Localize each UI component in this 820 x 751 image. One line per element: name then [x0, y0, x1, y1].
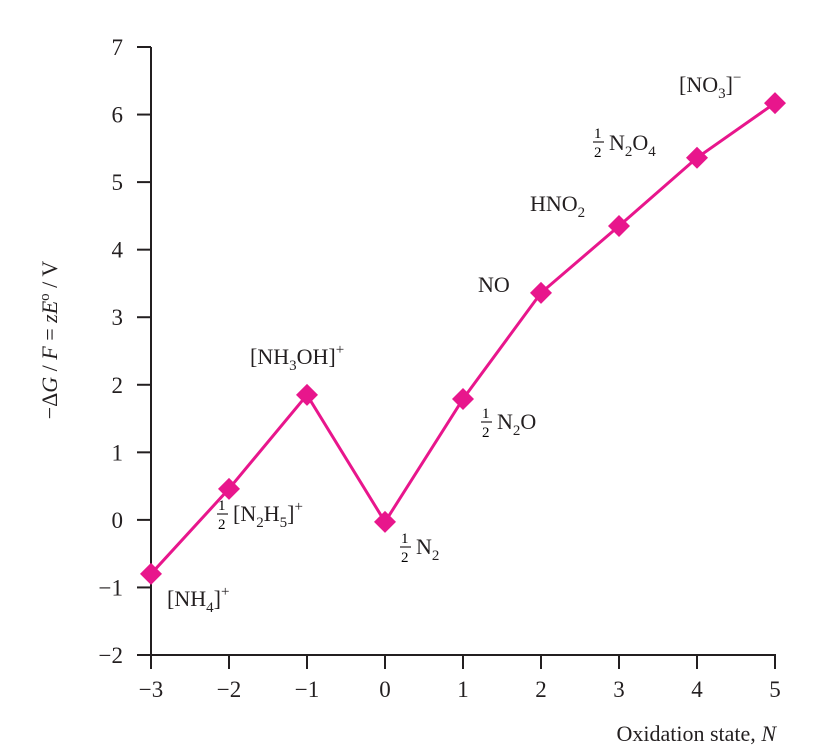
svg-text:1: 1: [594, 126, 602, 142]
x-axis-title: Oxidation state, N: [617, 721, 778, 746]
label-no: NO: [478, 272, 510, 297]
diamond-marker: [218, 477, 240, 500]
x-tick-label: 4: [691, 677, 703, 702]
x-tick-label: 1: [457, 677, 469, 702]
svg-text:1: 1: [482, 406, 490, 422]
svg-text:[N2H5]+: [N2H5]+: [233, 499, 303, 531]
svg-text:2: 2: [594, 145, 602, 161]
series-nitrogen: [140, 92, 786, 585]
label-nh4: [NH4]+: [167, 584, 229, 616]
svg-text:2: 2: [218, 517, 226, 533]
diamond-marker: [296, 383, 318, 406]
x-tick-label: −1: [295, 677, 319, 702]
svg-text:N2O4: N2O4: [609, 130, 656, 160]
x-tick-label: 3: [613, 677, 625, 702]
x-tick-label: −3: [139, 677, 163, 702]
x-tick-label: 5: [769, 677, 781, 702]
svg-text:2: 2: [482, 425, 490, 441]
x-tick-label: 0: [379, 677, 391, 702]
diamond-marker: [530, 281, 552, 304]
svg-text:N2: N2: [416, 534, 439, 564]
label-hno2: HNO2: [530, 191, 585, 221]
label-n2: 1 2 N2: [400, 531, 439, 566]
svg-text:1: 1: [401, 531, 409, 547]
diamond-marker: [686, 146, 708, 169]
y-tick-label: −2: [99, 643, 123, 668]
y-ticks: −2 −1 0 1 2 3 4 5 6 7: [99, 35, 151, 668]
y-axis-title: −ΔG / F = zEo / V: [37, 261, 62, 420]
diamond-marker: [140, 562, 162, 585]
label-n2o4: 1 2 N2O4: [593, 126, 656, 161]
diamond-marker: [608, 215, 630, 238]
y-tick-label: 2: [112, 373, 124, 398]
y-tick-label: 5: [112, 170, 124, 195]
svg-text:2: 2: [401, 550, 409, 566]
label-n2o: 1 2 N2O: [481, 406, 536, 441]
x-ticks: −3 −2 −1 0 1 2 3 4 5: [139, 655, 781, 702]
y-tick-label: 0: [112, 508, 124, 533]
diamond-marker: [374, 510, 396, 533]
svg-text:N2O: N2O: [497, 409, 536, 439]
label-no3: [NO3]−: [679, 70, 741, 102]
y-tick-label: 6: [112, 103, 124, 128]
y-tick-label: 7: [112, 35, 124, 60]
diamond-marker: [452, 387, 474, 410]
y-tick-label: 4: [112, 238, 124, 263]
y-tick-label: 1: [112, 440, 124, 465]
x-tick-label: 2: [535, 677, 547, 702]
point-labels: [NH4]+ 1 2 [N2H5]+ [NH3OH]+ 1 2 N2 1: [167, 70, 741, 616]
svg-text:1: 1: [218, 498, 226, 514]
label-nh3oh: [NH3OH]+: [250, 342, 344, 374]
axes: −2 −1 0 1 2 3 4 5 6 7 −3 −2 −1 0 1 2 3 4 5: [99, 35, 781, 702]
x-tick-label: −2: [217, 677, 241, 702]
label-n2h5: 1 2 [N2H5]+: [217, 498, 303, 533]
diamond-marker: [764, 92, 786, 115]
y-tick-label: 3: [112, 305, 124, 330]
y-tick-label: −1: [99, 575, 123, 600]
